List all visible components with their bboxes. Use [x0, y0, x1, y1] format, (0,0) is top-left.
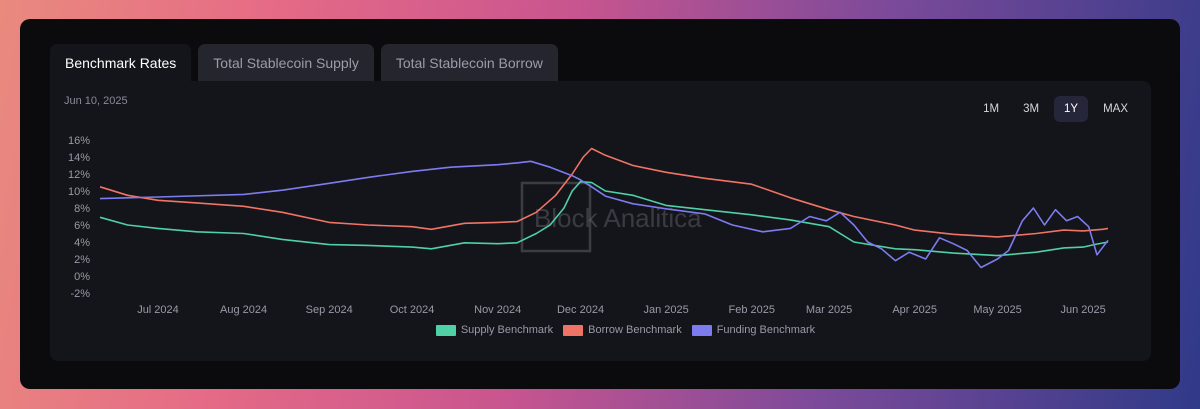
chart-date: Jun 10, 2025 [64, 95, 128, 107]
range-button-1y[interactable]: 1Y [1054, 96, 1089, 122]
y-tick-label: 2% [74, 254, 90, 266]
x-tick-label: Jul 2024 [137, 304, 179, 316]
y-tick-label: 14% [68, 152, 90, 164]
x-tick-label: Aug 2024 [220, 304, 267, 316]
y-tick-label: -2% [70, 288, 90, 300]
legend-swatch-supply [435, 324, 456, 336]
tab-total-stablecoin-borrow[interactable]: Total Stablecoin Borrow [380, 44, 558, 81]
y-tick-label: 8% [74, 203, 90, 215]
range-button-3m[interactable]: 3M [1023, 103, 1040, 115]
legend-item-funding[interactable]: Funding Benchmark [691, 324, 816, 336]
x-tick-label: Feb 2025 [729, 304, 775, 316]
legend-item-borrow[interactable]: Borrow Benchmark [563, 324, 682, 336]
y-tick-label: 4% [74, 237, 90, 249]
y-tick-label: 0% [74, 271, 90, 283]
x-tick-label: Jun 2025 [1061, 304, 1106, 316]
x-tick-label: Dec 2024 [557, 304, 604, 316]
line-chart: Block Analitica 16% 14% 12% 10% 8% 6% 4% 2% 0% -2… [68, 135, 1109, 316]
legend-item-supply[interactable]: Supply Benchmark [435, 324, 554, 336]
svg-text:Block Analitica: Block Analitica [534, 203, 702, 233]
range-button-max[interactable]: MAX [1103, 103, 1128, 115]
series-line-supply [99, 180, 1109, 257]
x-tick-label: May 2025 [973, 304, 1021, 316]
tab-total-stablecoin-supply[interactable]: Total Stablecoin Supply [198, 44, 374, 81]
y-tick-label: 16% [68, 135, 90, 147]
x-tick-label: Jan 2025 [644, 304, 689, 316]
series-line-funding [99, 160, 1109, 269]
legend-label-funding: Funding Benchmark [716, 324, 816, 336]
y-tick-label: 10% [68, 186, 90, 198]
legend-swatch-funding [691, 324, 712, 336]
legend-label-borrow: Borrow Benchmark [588, 324, 682, 336]
watermark-logo: Block Analitica [520, 181, 702, 253]
y-tick-label: 6% [74, 220, 90, 232]
x-tick-label: Nov 2024 [474, 304, 521, 316]
range-button-1m[interactable]: 1M [983, 103, 1000, 115]
chart-legend: Supply Benchmark Borrow Benchmark Fundin… [50, 324, 1151, 336]
legend-swatch-borrow [563, 324, 584, 336]
tab-bar: Benchmark Rates Total Stablecoin Supply … [50, 44, 558, 81]
range-selector: 1M 3M 1Y MAX [974, 96, 1137, 122]
x-tick-label: Apr 2025 [892, 304, 937, 316]
tab-benchmark-rates[interactable]: Benchmark Rates [50, 44, 192, 81]
y-tick-label: 12% [68, 169, 90, 181]
chart-panel: Jun 10, 2025 1M 3M 1Y MAX Block Analitic… [50, 81, 1151, 361]
series-line-borrow [99, 147, 1109, 238]
x-tick-label: Sep 2024 [306, 304, 353, 316]
legend-label-supply: Supply Benchmark [460, 324, 554, 336]
dashboard-card: Benchmark Rates Total Stablecoin Supply … [20, 19, 1180, 389]
x-tick-label: Oct 2024 [390, 304, 435, 316]
x-tick-label: Mar 2025 [806, 304, 852, 316]
